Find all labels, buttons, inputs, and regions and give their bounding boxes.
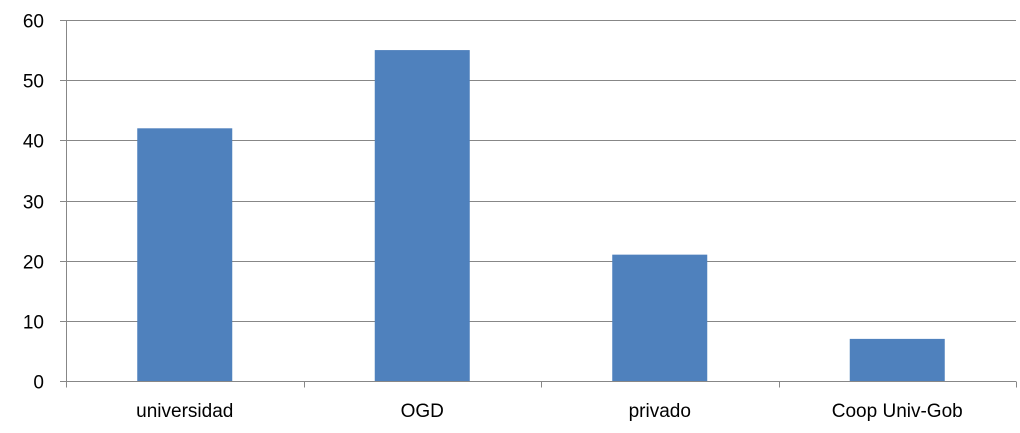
y-tick-label: 0 bbox=[33, 373, 44, 394]
bar-universidad bbox=[137, 128, 233, 381]
y-tick-labels: 0 10 20 30 40 50 60 bbox=[23, 12, 44, 394]
x-tick-labels: universidad OGD privado Coop Univ-Gob bbox=[136, 401, 963, 422]
y-tick-label: 20 bbox=[23, 253, 44, 274]
axes bbox=[60, 20, 1017, 388]
x-tick-label: universidad bbox=[136, 401, 233, 422]
bar-ogd bbox=[374, 50, 470, 381]
x-tick-label: Coop Univ-Gob bbox=[832, 401, 963, 422]
x-tick-label: OGD bbox=[401, 401, 444, 422]
bar-coop-univ-gob bbox=[849, 338, 945, 381]
y-tick-label: 30 bbox=[23, 193, 44, 214]
x-tick-label: privado bbox=[629, 401, 691, 422]
y-tick-label: 60 bbox=[23, 12, 44, 33]
bar-privado bbox=[612, 254, 708, 381]
y-tick-label: 50 bbox=[23, 72, 44, 93]
bars bbox=[137, 50, 945, 381]
y-tick-label: 40 bbox=[23, 132, 44, 153]
y-tick-label: 10 bbox=[23, 313, 44, 334]
